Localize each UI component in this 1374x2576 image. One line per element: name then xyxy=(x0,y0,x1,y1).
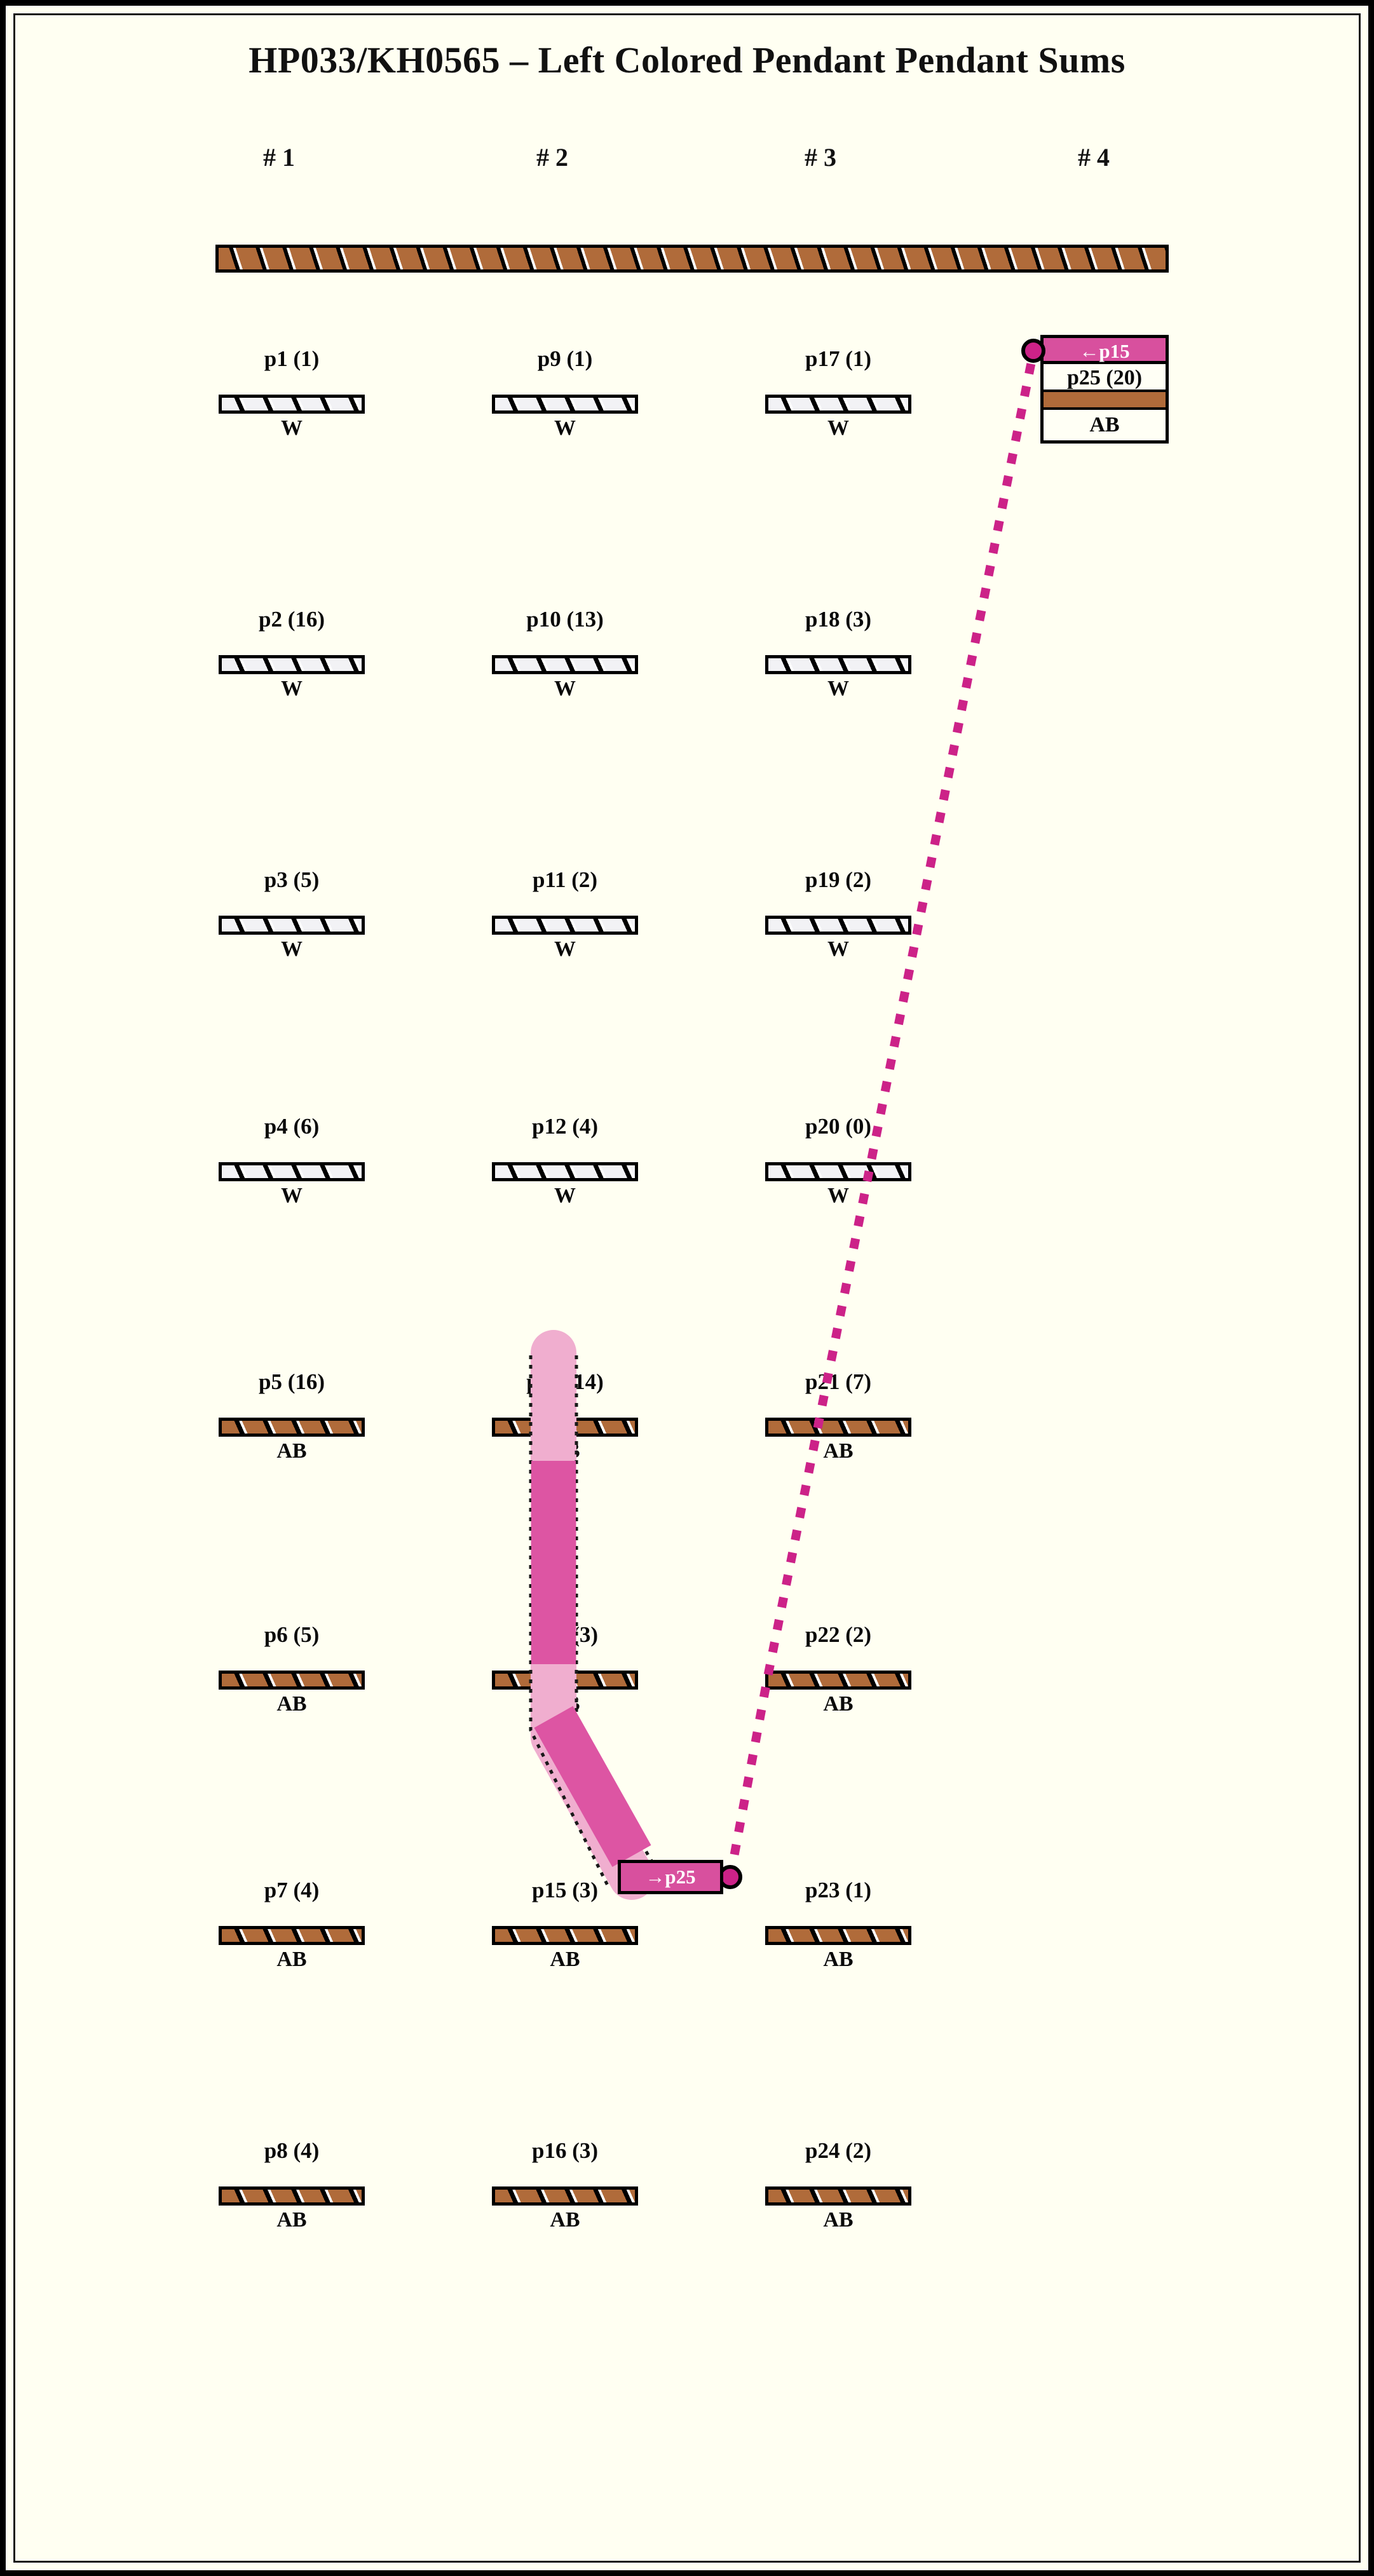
pendant-label: p19 (2) xyxy=(805,867,872,892)
sum-block-name: p25 (20) xyxy=(1044,364,1166,392)
pendant-label: p9 (1) xyxy=(537,346,593,371)
pendant-color: AB xyxy=(550,2208,580,2232)
pendant-label: p24 (2) xyxy=(805,2138,872,2163)
pendant-color: AB xyxy=(276,1439,307,1463)
pendant-color: AB xyxy=(276,1692,307,1716)
pendant-color: W xyxy=(554,677,576,700)
pendant-bar xyxy=(492,916,638,935)
pendant-bar xyxy=(765,1418,911,1437)
pendant-bar xyxy=(219,655,365,674)
pendant-color: AB xyxy=(550,1439,580,1463)
pendant-label: p5 (16) xyxy=(258,1369,325,1394)
pendant-color: AB xyxy=(823,1692,854,1716)
pendant-label: p12 (4) xyxy=(531,1114,599,1139)
pendant-color: W xyxy=(554,937,576,961)
page-title: HP033/KH0565 – Left Colored Pendant Pend… xyxy=(248,39,1126,81)
column-header-3: # 3 xyxy=(805,143,836,172)
pendant-color: AB xyxy=(550,1692,580,1716)
pendant-bar xyxy=(492,1671,638,1690)
column-header-1: # 1 xyxy=(263,143,295,172)
pendant-label: p23 (1) xyxy=(805,1878,872,1902)
pendant-bar xyxy=(219,1926,365,1945)
pendant-bar xyxy=(765,2186,911,2206)
pendant-bar xyxy=(765,395,911,414)
pendant-label: p21 (7) xyxy=(805,1369,872,1394)
pendant-color: W xyxy=(281,677,303,700)
pendant-label: p17 (1) xyxy=(805,346,872,371)
pendant-bar xyxy=(765,1162,911,1181)
pendant-bar xyxy=(765,1926,911,1945)
pendant-color: AB xyxy=(823,1948,854,1971)
pendant-bar xyxy=(219,1671,365,1690)
pendant-bar xyxy=(219,1162,365,1181)
pendant-label: p14 (3) xyxy=(531,1622,599,1647)
sum-block-source-label: ←p15 xyxy=(1044,338,1166,364)
pendant-bar xyxy=(492,655,638,674)
column-header-2: # 2 xyxy=(536,143,568,172)
source-chip-p25[interactable]: →p25 xyxy=(618,1860,723,1894)
pendant-color: W xyxy=(827,416,849,440)
pendant-label: p20 (0) xyxy=(805,1114,872,1139)
pendant-label: p11 (2) xyxy=(532,867,598,892)
pendant-label: p13 (14) xyxy=(526,1369,604,1394)
pendant-color: AB xyxy=(823,1439,854,1463)
pendant-color: W xyxy=(281,1184,303,1207)
pendant-label: p1 (1) xyxy=(264,346,320,371)
pendant-bar xyxy=(492,2186,638,2206)
pendant-color: AB xyxy=(276,1948,307,1971)
pendant-label: p10 (13) xyxy=(526,607,604,632)
pendant-color: W xyxy=(827,937,849,961)
pendant-label: p3 (5) xyxy=(264,867,320,892)
pendant-label: p8 (4) xyxy=(264,2138,320,2163)
sum-block-cord-swatch xyxy=(1044,392,1166,410)
primary-cord xyxy=(215,245,1169,273)
pendant-color: W xyxy=(827,1184,849,1207)
pendant-color: AB xyxy=(276,2208,307,2232)
pendant-color: AB xyxy=(550,1948,580,1971)
sum-block-color: AB xyxy=(1089,413,1120,437)
pendant-color: W xyxy=(827,677,849,700)
column-header-4: # 4 xyxy=(1078,143,1110,172)
pendant-color: W xyxy=(281,416,303,440)
pendant-label: p2 (16) xyxy=(258,607,325,632)
pendant-label: p18 (3) xyxy=(805,607,872,632)
pendant-label: p6 (5) xyxy=(264,1622,320,1647)
pendant-bar xyxy=(492,1418,638,1437)
pendant-label: p22 (2) xyxy=(805,1622,872,1647)
pendant-bar xyxy=(765,655,911,674)
pendant-bar xyxy=(219,395,365,414)
pendant-bar xyxy=(219,916,365,935)
pendant-bar xyxy=(219,2186,365,2206)
pendant-label: p16 (3) xyxy=(531,2138,599,2163)
pendant-bar xyxy=(765,916,911,935)
pendant-bar xyxy=(492,1926,638,1945)
pendant-color: W xyxy=(281,937,303,961)
pendant-bar xyxy=(492,395,638,414)
pendant-bar xyxy=(765,1671,911,1690)
pendant-label: p4 (6) xyxy=(264,1114,320,1139)
pendant-color: W xyxy=(554,1184,576,1207)
pendant-bar xyxy=(219,1418,365,1437)
sum-block-p25[interactable]: ←p15 p25 (20) AB xyxy=(1040,335,1169,444)
pendant-color: AB xyxy=(823,2208,854,2232)
pendant-color: W xyxy=(554,416,576,440)
pendant-bar xyxy=(492,1162,638,1181)
pendant-label: p7 (4) xyxy=(264,1878,320,1902)
